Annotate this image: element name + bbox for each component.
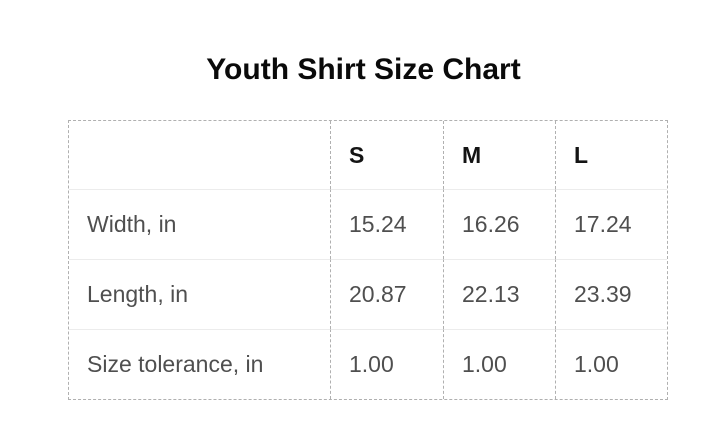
page-title: Youth Shirt Size Chart (206, 53, 521, 86)
corner-cell (69, 121, 330, 189)
row-label: Width, in (69, 189, 330, 259)
size-chart-table: S M L Width, in 15.24 16.26 17.24 Length… (68, 120, 668, 400)
column-header-m: M (443, 121, 555, 189)
size-value: 17.24 (555, 189, 667, 259)
size-value: 1.00 (330, 329, 443, 399)
header-row: S M L (69, 121, 667, 189)
column-header-s: S (330, 121, 443, 189)
table-row-size-tolerance: Size tolerance, in 1.00 1.00 1.00 (69, 329, 667, 399)
size-chart-grid: S M L Width, in 15.24 16.26 17.24 Length… (69, 121, 667, 399)
size-value: 15.24 (330, 189, 443, 259)
size-value: 1.00 (443, 329, 555, 399)
size-value: 23.39 (555, 259, 667, 329)
table-row-length: Length, in 20.87 22.13 23.39 (69, 259, 667, 329)
size-value: 16.26 (443, 189, 555, 259)
row-label: Size tolerance, in (69, 329, 330, 399)
row-label: Length, in (69, 259, 330, 329)
size-value: 20.87 (330, 259, 443, 329)
table-row-width: Width, in 15.24 16.26 17.24 (69, 189, 667, 259)
size-value: 1.00 (555, 329, 667, 399)
column-header-l: L (555, 121, 667, 189)
size-value: 22.13 (443, 259, 555, 329)
